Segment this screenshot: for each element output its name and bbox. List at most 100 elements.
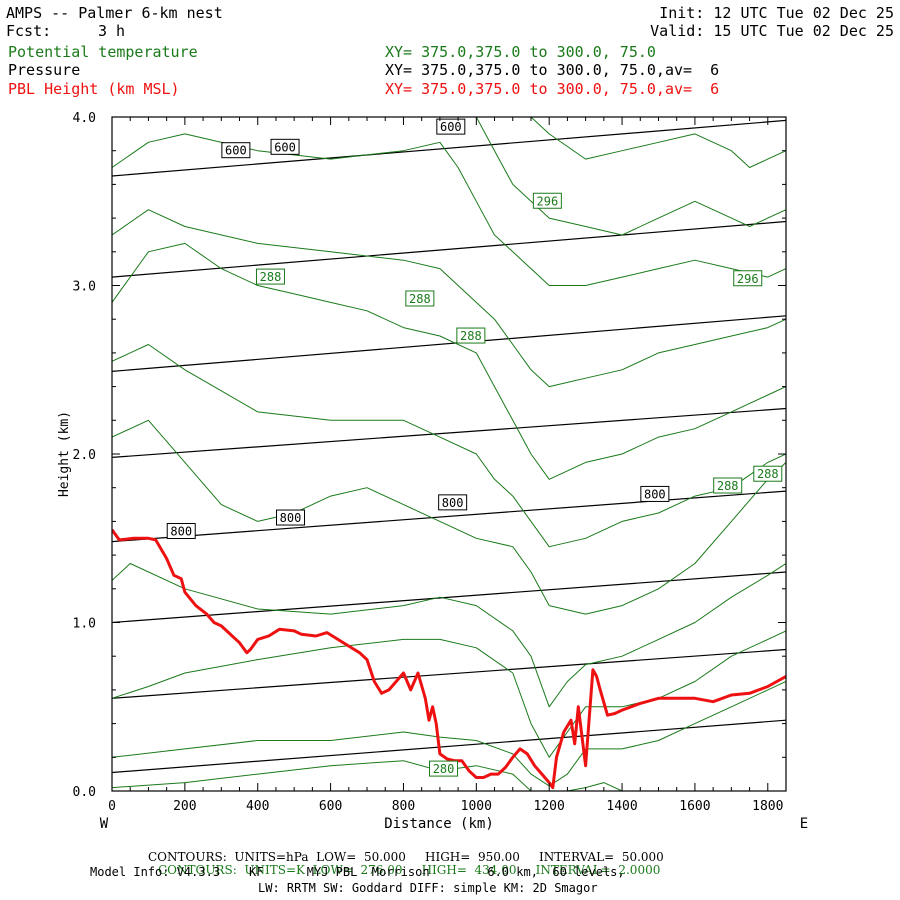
pressure-isobar-800-hpa-line — [112, 490, 786, 543]
contour-label: 296 — [733, 270, 763, 287]
isobar-layer — [112, 119, 786, 774]
contour-label: 600 — [221, 142, 251, 159]
contour-label-box — [255, 268, 285, 285]
valid-time: Valid: 15 UTC Tue 02 Dec 25 — [650, 22, 894, 40]
contour-label-box — [436, 118, 466, 135]
potential-temperature-286-k-line — [112, 563, 786, 708]
contour-label-text: 288 — [757, 467, 779, 481]
contour-label-box — [270, 138, 300, 155]
pressure-isobar-950-hpa-line — [112, 719, 786, 774]
y-tick-label: 3.0 — [73, 280, 96, 295]
contour-label-text: 288 — [260, 270, 282, 284]
contour-label-text: 800 — [170, 525, 192, 539]
plot-frame — [111, 116, 787, 792]
field-pressure-xy: XY= 375.0,375.0 to 300.0, 75.0,av= 6 — [385, 61, 720, 79]
init-time: Init: 12 UTC Tue 02 Dec 25 — [659, 4, 894, 22]
field-pbl-xy: XY= 375.0,375.0 to 300.0, 75.0,av= 6 — [385, 80, 720, 98]
contour-label: 288 — [405, 290, 435, 307]
x-tick-label: 200 — [173, 799, 196, 814]
contour-label-box — [438, 494, 468, 511]
contour-label-text: 600 — [225, 144, 247, 158]
contour-label-text: 288 — [717, 479, 739, 493]
pressure-isobar-850-hpa-line — [112, 571, 786, 624]
contour-label-text: 288 — [460, 329, 482, 343]
contour-label-box — [733, 270, 763, 287]
pressure-isobar-900-hpa-line — [112, 648, 786, 699]
contour-label-text: 600 — [440, 120, 462, 134]
contour-label-box — [753, 465, 783, 482]
contour-label-text: 800 — [442, 496, 464, 510]
contour-label-text: 600 — [274, 140, 296, 154]
potential-temperature-296-k-line — [112, 133, 786, 286]
potential-temperature-298-k-line — [475, 117, 786, 236]
contour-label: 800 — [438, 494, 468, 511]
contour-label: 800 — [640, 485, 670, 502]
pressure-contour-info: CONTOURS: UNITS=hPa LOW= 50.000 HIGH= 95… — [148, 850, 664, 864]
contour-label: 600 — [270, 138, 300, 155]
contour-label-text: 280 — [433, 762, 455, 776]
contour-label-text: 800 — [644, 487, 666, 501]
pressure-isobar-750-hpa-line — [112, 407, 786, 458]
x-tick-label: 800 — [392, 799, 415, 814]
field-pbl-name: PBL Height (km MSL) — [8, 80, 180, 98]
contour-label-box — [221, 142, 251, 159]
pressure-isobar-700-hpa-line — [112, 315, 786, 372]
contour-label-text: 800 — [280, 511, 302, 525]
contour-label: 288 — [255, 268, 285, 285]
contour-label: 288 — [753, 465, 783, 482]
contour-label-box — [713, 477, 743, 494]
y-tick-label: 0.0 — [73, 785, 96, 800]
pbl-layer — [112, 528, 786, 790]
model-info-line2: LW: RRTM SW: Goddard DIFF: simple KM: 2D… — [258, 881, 598, 895]
field-theta-name: Potential temperature — [8, 43, 198, 61]
x-tick-label: 1600 — [679, 799, 710, 814]
x-tick-label: 1400 — [606, 799, 637, 814]
y-tick-label: 2.0 — [73, 448, 96, 463]
potential-temperature-290-k-line — [112, 344, 786, 548]
x-tick-label: 1200 — [534, 799, 565, 814]
potential-temperature-280-k-line — [112, 760, 623, 791]
chart-title: AMPS -- Palmer 6-km nest — [6, 4, 223, 22]
x-tick-label: 0 — [108, 799, 116, 814]
contour-label-box — [640, 485, 670, 502]
potential-temperature-288-k-line — [112, 419, 786, 615]
contour-label-box — [405, 290, 435, 307]
pressure-isobar-600-hpa-line — [112, 119, 786, 177]
contour-label-text: 296 — [537, 194, 559, 208]
forecast-label: Fcst: — [6, 22, 52, 40]
theta-contour-info: CONTOURS: UNITS=K LOW= 276.00 HIGH= 434.… — [158, 863, 661, 877]
potential-temperature-300-k-line — [530, 117, 786, 168]
x-tick-label: 1800 — [752, 799, 783, 814]
contour-label: 600 — [436, 118, 466, 135]
contour-label-box — [166, 523, 196, 540]
contour-label: 800 — [276, 509, 306, 526]
field-pressure-name: Pressure — [8, 61, 81, 79]
potential-temperature-294-k-line — [112, 209, 786, 388]
east-end-label: E — [800, 816, 808, 832]
x-tick-label: 400 — [246, 799, 269, 814]
contour-label: 280 — [429, 760, 459, 777]
model-info-line1: Model Info: V4.3.3 KF MYJ PBL Morrison 6… — [90, 865, 625, 879]
contour-label-box — [429, 760, 459, 777]
potential-temperature-292-k-line — [112, 242, 786, 480]
pbl-height-km-msl-line — [112, 528, 786, 790]
potential-temperature-282-k-line — [112, 681, 786, 787]
contour-label-box — [456, 327, 486, 344]
contour-label: 288 — [456, 327, 486, 344]
forecast-value: 3 h — [98, 22, 126, 40]
contour-label-box — [532, 192, 562, 209]
contour-label: 296 — [532, 192, 562, 209]
axes-layer: 0 200 400 600 800 1000 1200 1400 1600 1800 0.0 1.0 2… — [57, 111, 808, 832]
contour-label: 288 — [713, 477, 743, 494]
x-tick-label: 600 — [319, 799, 342, 814]
contour-label-layer: 600 600 600 800 800 800 800 296 296 288 288 288 288 2… — [166, 118, 783, 777]
field-theta-xy: XY= 375.0,375.0 to 300.0, 75.0 — [385, 43, 656, 61]
contour-label: 800 — [166, 523, 196, 540]
theta-layer — [112, 117, 786, 791]
pressure-isobar-650-hpa-line — [112, 220, 786, 278]
potential-temperature-284-k-line — [112, 630, 786, 758]
west-end-label: W — [100, 816, 109, 832]
contour-label-text: 288 — [409, 292, 431, 306]
x-tick-label: 1000 — [461, 799, 492, 814]
